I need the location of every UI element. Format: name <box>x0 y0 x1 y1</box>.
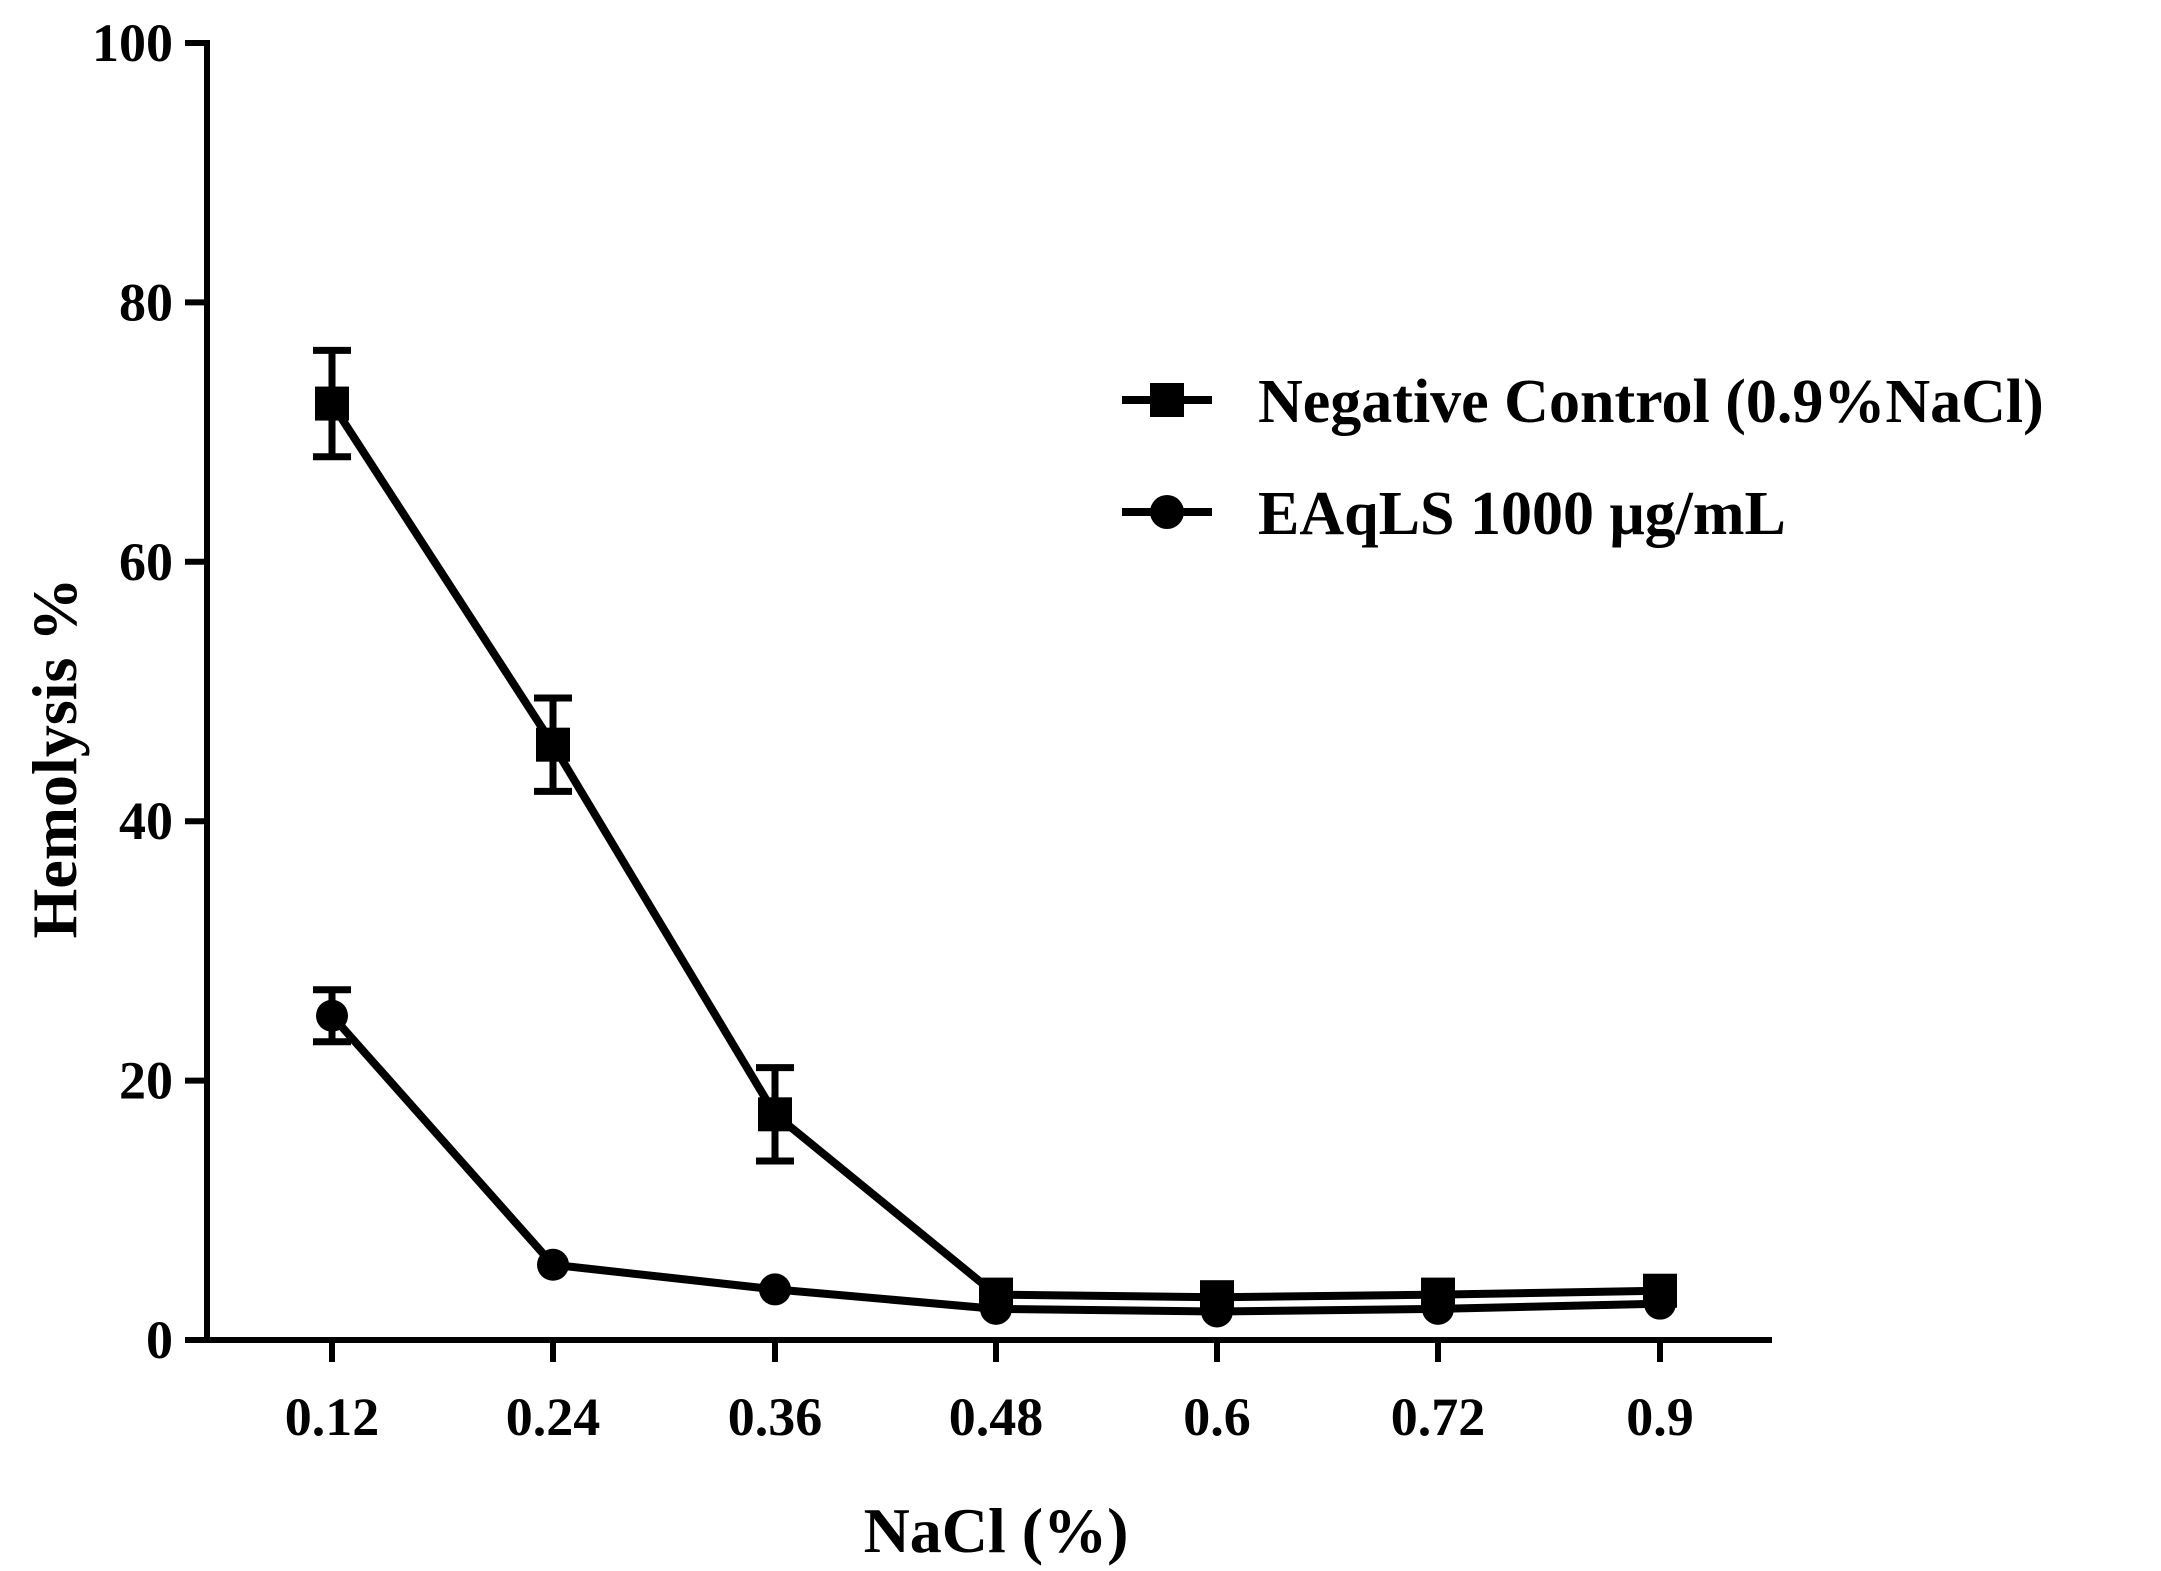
y-tick-label: 20 <box>119 1051 173 1111</box>
x-tick-label: 0.72 <box>1391 1387 1486 1447</box>
x-tick-label: 0.48 <box>949 1387 1044 1447</box>
x-tick-label: 0.36 <box>728 1387 823 1447</box>
y-ticks: 0 20 40 60 80 100 <box>92 13 207 1370</box>
x-tick-label: 0.9 <box>1626 1387 1694 1447</box>
data-point-circle <box>1422 1292 1454 1325</box>
data-point-circle <box>537 1248 569 1281</box>
legend-label: Negative Control (0.9%NaCl) <box>1258 368 2044 436</box>
x-tick-label: 0.24 <box>506 1387 601 1447</box>
legend: Negative Control (0.9%NaCl) EAqLS 1000 μg… <box>1122 368 2044 548</box>
y-tick-label: 60 <box>119 532 173 592</box>
x-axis-title: NaCl (%) <box>864 1495 1129 1566</box>
data-point-circle <box>759 1273 791 1306</box>
data-point-circle <box>316 999 348 1032</box>
legend-item: Negative Control (0.9%NaCl) <box>1122 368 2044 436</box>
legend-item: EAqLS 1000 μg/mL <box>1122 480 1786 548</box>
y-axis-title: Hemolysis % <box>19 578 90 939</box>
data-point-square <box>315 386 349 421</box>
axes <box>204 40 1772 1343</box>
data-point-circle <box>1201 1295 1233 1328</box>
legend-marker-circle <box>1150 495 1184 529</box>
data-point-circle <box>1644 1287 1676 1320</box>
x-ticks: 0.12 0.24 0.36 0.48 0.6 0.72 0.9 <box>285 1340 1694 1447</box>
data-point-square <box>758 1097 792 1132</box>
series-eaqls <box>313 986 1676 1328</box>
y-tick-label: 80 <box>119 272 173 332</box>
x-tick-label: 0.6 <box>1183 1387 1251 1447</box>
y-tick-label: 100 <box>92 13 173 73</box>
data-point-circle <box>980 1292 1012 1325</box>
data-point-square <box>536 727 570 762</box>
legend-label: EAqLS 1000 μg/mL <box>1258 480 1786 548</box>
y-tick-label: 0 <box>146 1310 173 1370</box>
y-tick-label: 40 <box>119 791 173 851</box>
series-layer <box>313 346 1677 1328</box>
x-tick-label: 0.12 <box>285 1387 380 1447</box>
legend-marker-square <box>1150 383 1184 417</box>
series-line <box>329 1013 1661 1316</box>
